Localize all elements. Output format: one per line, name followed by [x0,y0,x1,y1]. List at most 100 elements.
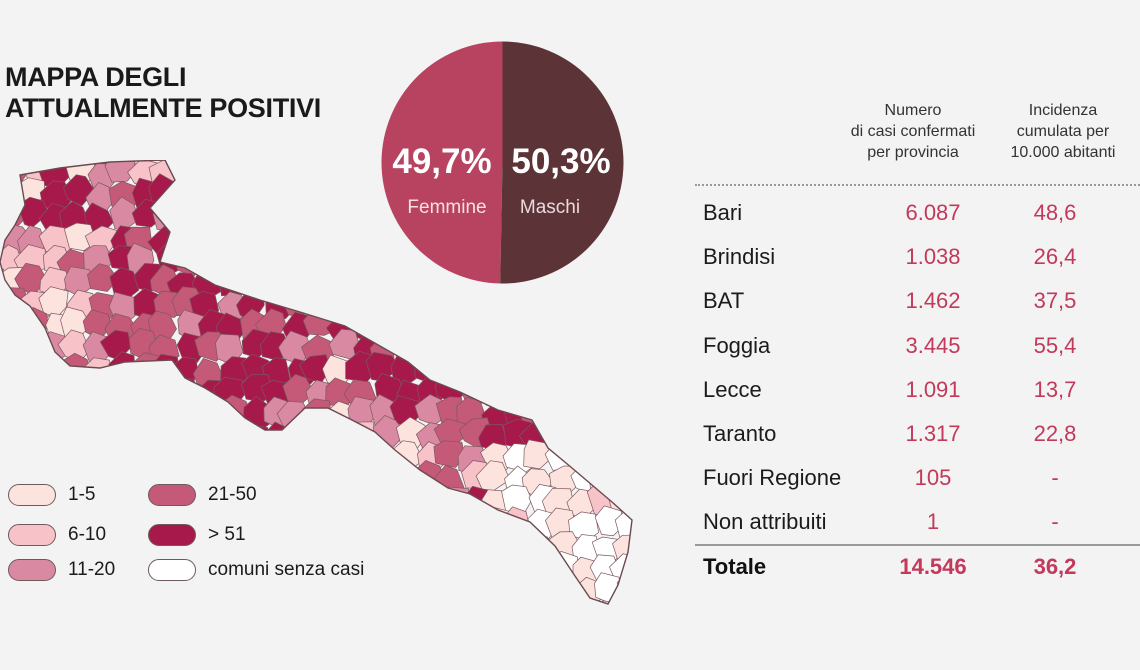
municipality-cell [217,593,247,604]
municipality-cell [148,401,179,432]
municipality-cell [590,336,618,365]
municipality-cell [0,263,9,297]
municipality-cell [440,348,471,382]
municipality-cell [328,182,362,211]
municipality-cell [433,311,467,341]
legend-swatch [148,524,196,546]
municipality-cell [20,392,51,425]
municipality-cell [435,571,466,604]
municipality-cell [609,463,632,499]
municipality-cell [82,419,113,451]
municipality-cell [261,243,293,275]
municipality-cell [234,179,266,213]
municipality-cell [0,352,25,386]
municipality-cell [197,197,231,228]
municipality-cell [107,404,140,433]
municipality-cell [414,578,445,604]
municipality-cell [499,355,532,384]
municipality-cell [324,239,353,271]
municipality-cell [305,284,337,318]
municipality-cell [195,421,226,453]
municipality-cell [129,440,160,472]
male-percentage: 50,3% [511,142,610,181]
municipality-cell [171,200,203,233]
map-title: MAPPA DEGLI ATTUALMENTE POSITIVI [5,62,321,124]
municipality-cell [596,376,625,408]
municipality-cell [455,548,489,580]
municipality-cell [455,307,486,338]
table-row: Taranto 1.317 22,8 [703,421,1077,446]
municipality-cell [169,160,199,166]
municipality-cell [19,354,50,387]
municipality-cell [56,400,90,427]
municipality-cell [610,415,632,450]
table-row: Fuori Regione 105 - [703,465,1059,490]
municipality-cell [280,197,311,231]
municipality-cell [344,595,375,604]
female-percentage: 49,7% [392,142,491,181]
municipality-cell [285,267,317,301]
municipality-cell [284,162,317,190]
municipality-cell [350,195,382,232]
municipality-cell [345,441,378,472]
municipality-cell [454,534,487,566]
municipality-cell [243,203,272,233]
title-line-1: MAPPA DEGLI [5,62,187,92]
municipality-cell [539,311,573,343]
municipality-cell [198,437,232,471]
municipality-cell [437,284,471,317]
municipality-cell [305,264,337,297]
legend-label: 21-50 [208,484,257,505]
municipality-cell [415,283,444,315]
municipality-cell [215,160,248,172]
municipality-cell [566,404,598,431]
pie-slice-female [381,41,503,284]
municipality-cell [368,314,402,342]
municipality-cell [302,398,332,427]
municipality-cell [300,160,333,162]
municipality-cell [546,598,580,604]
municipality-cell [124,417,157,452]
legend-label: 6-10 [68,524,107,545]
municipality-cell [547,402,575,428]
municipality-cell [20,593,56,604]
municipality-cell [529,598,562,604]
municipality-cell [306,242,336,274]
municipality-cell [237,595,267,604]
municipality-cell [350,268,379,304]
municipality-cell [239,437,270,470]
municipality-cell [258,219,289,250]
municipality-cell [20,438,56,470]
municipality-cell [439,548,470,580]
legend-label: 11-20 [68,559,116,580]
municipality-cell [196,160,224,187]
municipality-cell [455,330,486,360]
municipality-cell [105,597,138,604]
municipality-cell [344,241,376,271]
municipality-cell [168,221,201,252]
municipality-cell [215,227,248,255]
municipality-cell [0,418,10,449]
municipality-cell [587,416,621,451]
municipality-cell [498,551,533,583]
municipality-cell [480,334,514,368]
municipality-cell [0,440,6,470]
pie-slice-male [500,41,624,284]
municipality-cell [154,445,186,479]
legend-swatch [148,559,196,581]
municipality-cell [265,160,296,186]
municipality-cell [217,201,245,235]
municipality-cell [0,421,29,451]
municipality-cell [417,593,452,604]
municipality-cell [0,160,5,167]
municipality-cell [263,178,294,210]
municipality-cell [435,505,468,538]
municipality-cell [569,354,601,388]
municipality-cell [412,330,441,360]
municipality-cell [502,314,530,346]
municipality-cell [568,374,603,405]
municipality-cell [347,220,378,252]
municipality-cell [303,199,333,228]
municipality-cell [413,487,443,521]
municipality-cell [129,352,163,385]
